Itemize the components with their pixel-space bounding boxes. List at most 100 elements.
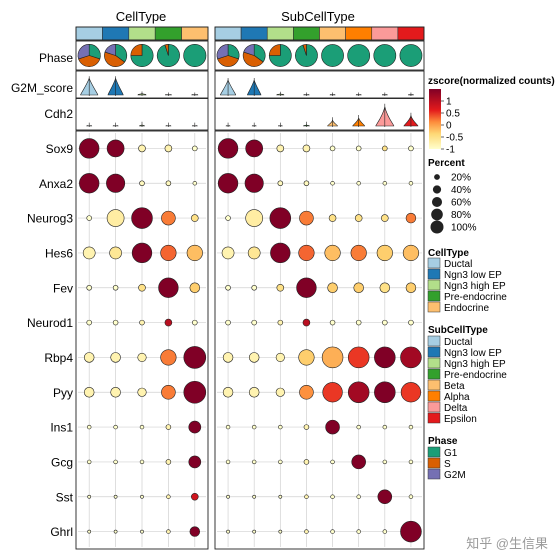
dot-subcelltype-ghrl-4 bbox=[330, 529, 335, 534]
dot-subcelltype-ghrl-3 bbox=[304, 529, 309, 534]
dot-celltype-hes6-1 bbox=[109, 246, 122, 260]
phase-pie-subcelltype-1-S bbox=[242, 51, 264, 67]
column-header-bars bbox=[75, 26, 425, 41]
dot-celltype-anxa2-2 bbox=[139, 180, 145, 187]
dot-subcelltype-neurog3-3 bbox=[299, 210, 314, 226]
legend-phase-swatch-0 bbox=[427, 446, 441, 458]
dot-subcelltype-ins1-2 bbox=[278, 424, 283, 430]
dot-celltype-neurod1-0 bbox=[86, 319, 92, 326]
dot-subcelltype-sox9-7 bbox=[408, 145, 414, 152]
dot-celltype-hes6-2 bbox=[131, 242, 153, 264]
legend-subcelltype-swatch-4 bbox=[427, 379, 441, 391]
dot-subcelltype-ins1-6 bbox=[382, 424, 388, 430]
legend-subcelltype-swatch-2 bbox=[427, 357, 441, 369]
phase-pie-celltype-0-G2M bbox=[77, 43, 90, 60]
legend-zscore: zscore(normalized counts) 10.50-0.5-1 bbox=[428, 76, 555, 156]
dot-celltype-ghrl-1 bbox=[113, 529, 118, 534]
phase-pie-subcelltype-3-S bbox=[302, 44, 307, 56]
dot-celltype-hes6-3 bbox=[160, 244, 177, 261]
legend-celltype-swatch-2 bbox=[427, 279, 441, 291]
dot-subcelltype-sox9-2 bbox=[276, 144, 285, 153]
dot-celltype-gcg-3 bbox=[165, 459, 172, 465]
gene-labels: Sox9 Anxa2 Neurog3 Hes6 Fev Neurod1 Rbp4 Pyy Ins… bbox=[27, 142, 74, 539]
legend-phase-swatch-2 bbox=[427, 468, 441, 480]
column-header-subcelltype-4 bbox=[319, 26, 346, 41]
legend-percent-label-0: 20% bbox=[451, 173, 471, 184]
column-header-subcelltype-5 bbox=[345, 26, 373, 41]
dot-subcelltype-fev-6 bbox=[379, 282, 391, 293]
dot-celltype-fev-3 bbox=[158, 277, 179, 298]
dot-subcelltype-ins1-3 bbox=[303, 424, 310, 430]
dot-subcelltype-anxa2-1 bbox=[244, 173, 264, 193]
dot-celltype-fev-0 bbox=[86, 284, 92, 291]
legend-percent-dot-3 bbox=[431, 208, 443, 221]
phase-pie-subcelltype-2-G1 bbox=[268, 44, 292, 67]
dot-subcelltype-pyy-2 bbox=[275, 387, 285, 397]
dot-subcelltype-fev-3 bbox=[296, 277, 317, 298]
dot-subcelltype-pyy-6 bbox=[374, 381, 396, 403]
track-label-g2m-score: G2M_score bbox=[11, 81, 73, 95]
phase-pie-celltype-3-S bbox=[164, 43, 169, 56]
dot-celltype-pyy-0 bbox=[83, 387, 95, 398]
dot-subcelltype-anxa2-2 bbox=[277, 180, 284, 187]
dot-subcelltype-rbp4-2 bbox=[275, 352, 285, 362]
legend-phase-title: Phase bbox=[428, 436, 458, 447]
dot-subcelltype-fev-4 bbox=[327, 282, 338, 293]
panel-frames bbox=[75, 26, 425, 550]
legend-zscore-colorbar bbox=[429, 89, 441, 149]
phase-pie-celltype-1-S bbox=[104, 51, 126, 67]
dot-subcelltype-neurod1-6 bbox=[382, 319, 388, 326]
dot-celltype-neurog3-4 bbox=[191, 214, 199, 222]
dot-celltype-sox9-1 bbox=[106, 139, 125, 158]
dot-celltype-sox9-4 bbox=[192, 145, 198, 152]
panel-frame-celltype-0 bbox=[75, 26, 209, 41]
gene-label-neurod1: Neurod1 bbox=[27, 316, 73, 330]
legend-percent-title: Percent bbox=[428, 158, 465, 169]
dot-subcelltype-sst-0 bbox=[226, 494, 230, 499]
dot-subcelltype-neurog3-1 bbox=[245, 209, 264, 227]
dot-subcelltype-hes6-2 bbox=[270, 242, 291, 264]
legend-percent-dot-1 bbox=[432, 185, 442, 194]
dot-celltype-neurod1-4 bbox=[192, 319, 198, 326]
dot-celltype-anxa2-0 bbox=[79, 173, 100, 194]
legend-subcelltype-label-7: Epsilon bbox=[444, 414, 477, 425]
panel-frame-subcelltype-2 bbox=[214, 70, 425, 99]
dot-subcelltype-rbp4-0 bbox=[222, 352, 234, 363]
legend-subcelltype-swatch-0 bbox=[427, 335, 441, 347]
dot-subcelltype-neurod1-0 bbox=[225, 319, 231, 326]
dot-subcelltype-neurog3-7 bbox=[405, 212, 417, 224]
legend-subcelltype-label-4: Beta bbox=[444, 381, 465, 392]
dot-celltype-ghrl-4 bbox=[189, 526, 201, 537]
dot-celltype-neurog3-3 bbox=[161, 210, 176, 226]
dot-subcelltype-sox9-1 bbox=[245, 139, 264, 158]
legend-celltype-label-3: Pre-endocrine bbox=[444, 292, 507, 303]
dot-celltype-fev-4 bbox=[189, 282, 201, 293]
dot-celltype-ins1-3 bbox=[165, 424, 172, 430]
dot-subcelltype-anxa2-3 bbox=[303, 180, 310, 187]
legend-zscore-tick-label-3: -0.5 bbox=[446, 133, 464, 144]
legend-subcelltype-swatch-1 bbox=[427, 346, 441, 358]
dot-grid bbox=[78, 133, 422, 547]
dot-subcelltype-neurog3-4 bbox=[328, 214, 337, 222]
dot-subcelltype-hes6-1 bbox=[247, 246, 261, 260]
dot-celltype-gcg-1 bbox=[113, 459, 118, 465]
dot-subcelltype-neurod1-3 bbox=[302, 318, 311, 327]
dot-subcelltype-fev-1 bbox=[251, 284, 257, 291]
phase-pie-celltype-2-G1 bbox=[130, 43, 154, 67]
legend-percent-label-1: 40% bbox=[451, 185, 471, 196]
dot-subcelltype-pyy-7 bbox=[400, 382, 422, 403]
legend-subcelltype-swatch-5 bbox=[427, 390, 441, 402]
dot-celltype-neurog3-2 bbox=[131, 207, 153, 229]
legend-subcelltype-label-2: Ngn3 high EP bbox=[444, 359, 506, 370]
legend-zscore-tick-label-1: 0.5 bbox=[446, 109, 460, 120]
dot-celltype-neurog3-0 bbox=[86, 215, 92, 221]
dot-subcelltype-neurog3-5 bbox=[354, 214, 363, 222]
legend-subcelltype-swatch-6 bbox=[427, 401, 441, 413]
gene-label-ins1: Ins1 bbox=[50, 421, 73, 435]
legend-subcelltype-label-1: Ngn3 low EP bbox=[444, 348, 502, 359]
dot-celltype-hes6-4 bbox=[186, 244, 203, 261]
dot-subcelltype-hes6-5 bbox=[350, 244, 367, 261]
legend-phase-label-0: G1 bbox=[444, 448, 458, 459]
dot-celltype-neurod1-1 bbox=[112, 319, 119, 326]
